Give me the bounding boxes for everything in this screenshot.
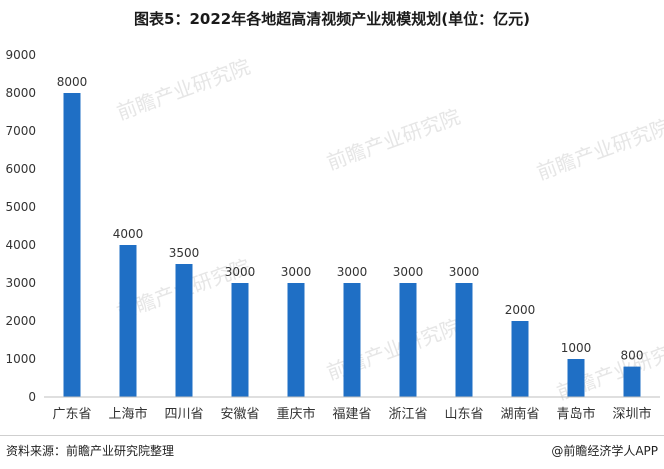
bars bbox=[63, 93, 641, 397]
bar bbox=[343, 283, 361, 397]
data-label: 3000 bbox=[337, 265, 368, 279]
bar bbox=[455, 283, 473, 397]
x-tick-label: 山东省 bbox=[444, 407, 483, 422]
bar bbox=[567, 359, 585, 397]
y-tick-label: 8000 bbox=[5, 86, 36, 100]
data-label: 3000 bbox=[393, 265, 424, 279]
data-label: 1000 bbox=[561, 341, 592, 355]
x-tick-label: 广东省 bbox=[52, 407, 91, 422]
x-tick-label: 深圳市 bbox=[612, 406, 651, 422]
watermark-text: 前瞻产业研究院 bbox=[324, 104, 464, 174]
x-tick-label: 浙江省 bbox=[388, 407, 427, 422]
x-tick-label: 安徽省 bbox=[220, 407, 259, 422]
y-tick-label: 1000 bbox=[5, 352, 36, 366]
bar bbox=[399, 283, 417, 397]
footer-divider bbox=[0, 435, 664, 436]
bar bbox=[175, 264, 193, 397]
bar bbox=[63, 93, 81, 397]
y-tick-label: 9000 bbox=[5, 48, 36, 62]
y-axis: 0 1000 2000 3000 4000 5000 6000 7000 8000 9000 bbox=[5, 48, 36, 404]
bar bbox=[511, 321, 529, 397]
data-label: 3000 bbox=[449, 265, 480, 279]
x-tick-label: 四川省 bbox=[164, 407, 203, 422]
x-axis: 广东省 上海市 四川省 安徽省 重庆市 福建省 浙江省 山东省 湖南省 青岛市 深圳市 bbox=[44, 396, 660, 422]
data-label: 3000 bbox=[225, 265, 256, 279]
x-tick-label: 上海市 bbox=[108, 406, 147, 422]
x-tick-label: 青岛市 bbox=[556, 406, 595, 422]
bar bbox=[623, 366, 641, 397]
y-tick-label: 7000 bbox=[5, 124, 36, 138]
data-label: 8000 bbox=[57, 75, 88, 89]
y-tick-label: 4000 bbox=[5, 238, 36, 252]
data-label: 3500 bbox=[169, 246, 200, 260]
y-tick-label: 6000 bbox=[5, 162, 36, 176]
x-tick-label: 重庆市 bbox=[276, 406, 315, 422]
bar bbox=[231, 283, 249, 397]
y-tick-label: 0 bbox=[28, 390, 36, 404]
data-label: 4000 bbox=[113, 227, 144, 241]
bar bbox=[119, 245, 137, 397]
watermark-text: 前瞻产业研究院 bbox=[114, 54, 254, 124]
y-tick-label: 2000 bbox=[5, 314, 36, 328]
watermark-text: 前瞻产业研究院 bbox=[534, 114, 664, 184]
data-labels: 8000 4000 3500 3000 3000 3000 3000 3000 2000 1000… bbox=[57, 75, 644, 363]
y-tick-label: 5000 bbox=[5, 200, 36, 214]
data-label: 800 bbox=[621, 349, 644, 363]
data-label: 3000 bbox=[281, 265, 312, 279]
y-tick-label: 3000 bbox=[5, 276, 36, 290]
x-tick-label: 湖南省 bbox=[500, 406, 539, 422]
chart-title: 图表5：2022年各地超高清视频产业规模规划(单位：亿元) bbox=[134, 10, 530, 28]
data-label: 2000 bbox=[505, 303, 536, 317]
source-note: 资料来源：前瞻产业研究院整理 bbox=[6, 444, 175, 458]
brand-credit: @前瞻经济学人APP bbox=[551, 444, 658, 458]
x-tick-label: 福建省 bbox=[332, 407, 371, 422]
bar bbox=[287, 283, 305, 397]
